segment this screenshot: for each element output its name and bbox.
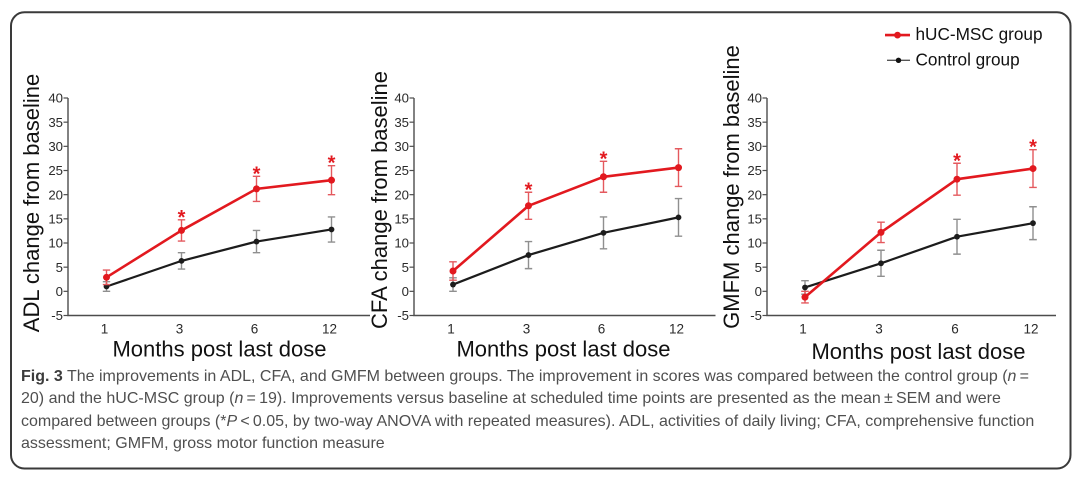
svg-text:25: 25 (394, 163, 409, 178)
svg-text:*: * (525, 179, 533, 201)
svg-text:35: 35 (747, 115, 762, 130)
svg-text:*: * (178, 207, 186, 229)
svg-text:6: 6 (951, 322, 959, 337)
svg-text:30: 30 (48, 139, 63, 154)
svg-text:1: 1 (799, 322, 807, 337)
svg-text:30: 30 (394, 139, 409, 154)
svg-text:25: 25 (48, 163, 63, 178)
svg-text:*: * (953, 150, 961, 172)
svg-text:20: 20 (747, 187, 762, 202)
svg-text:-5: -5 (51, 308, 63, 323)
svg-text:Control group: Control group (916, 49, 1020, 69)
svg-text:*: * (1029, 137, 1037, 159)
svg-text:10: 10 (48, 236, 63, 251)
svg-text:Months post last dose: Months post last dose (456, 337, 670, 362)
svg-text:10: 10 (394, 236, 409, 251)
svg-text:-5: -5 (750, 308, 762, 323)
svg-text:hUC-MSC group: hUC-MSC group (916, 24, 1043, 44)
svg-text:CFA change from baseline: CFA change from baseline (367, 71, 392, 329)
svg-text:5: 5 (755, 260, 762, 275)
svg-text:15: 15 (394, 211, 409, 226)
svg-text:12: 12 (1023, 322, 1038, 337)
svg-text:15: 15 (747, 211, 762, 226)
svg-text:5: 5 (402, 260, 409, 275)
svg-text:35: 35 (48, 115, 63, 130)
svg-text:1: 1 (447, 322, 455, 337)
svg-text:3: 3 (875, 322, 883, 337)
svg-text:-5: -5 (397, 308, 409, 323)
svg-text:3: 3 (523, 322, 531, 337)
svg-text:40: 40 (747, 91, 762, 106)
svg-text:6: 6 (251, 322, 259, 337)
svg-text:12: 12 (322, 322, 337, 337)
svg-text:GMFM change from baseline: GMFM change from baseline (719, 45, 744, 329)
svg-text:3: 3 (176, 322, 184, 337)
svg-text:ADL change from baseline: ADL change from baseline (19, 74, 44, 332)
svg-text:Months post last dose: Months post last dose (811, 339, 1025, 364)
svg-text:12: 12 (669, 322, 684, 337)
svg-text:*: * (253, 163, 261, 185)
svg-text:40: 40 (394, 91, 409, 106)
svg-text:35: 35 (394, 115, 409, 130)
svg-text:20: 20 (48, 187, 63, 202)
svg-text:30: 30 (747, 139, 762, 154)
svg-text:20: 20 (394, 187, 409, 202)
svg-text:0: 0 (402, 284, 409, 299)
svg-text:25: 25 (747, 163, 762, 178)
svg-text:40: 40 (48, 91, 63, 106)
svg-text:0: 0 (755, 284, 762, 299)
svg-text:Months post last dose: Months post last dose (112, 337, 326, 362)
svg-text:6: 6 (598, 322, 606, 337)
svg-text:*: * (328, 153, 336, 175)
svg-text:10: 10 (747, 236, 762, 251)
svg-text:15: 15 (48, 211, 63, 226)
svg-text:1: 1 (101, 322, 109, 337)
svg-text:5: 5 (56, 260, 63, 275)
svg-text:*: * (600, 148, 608, 170)
svg-text:0: 0 (56, 284, 63, 299)
